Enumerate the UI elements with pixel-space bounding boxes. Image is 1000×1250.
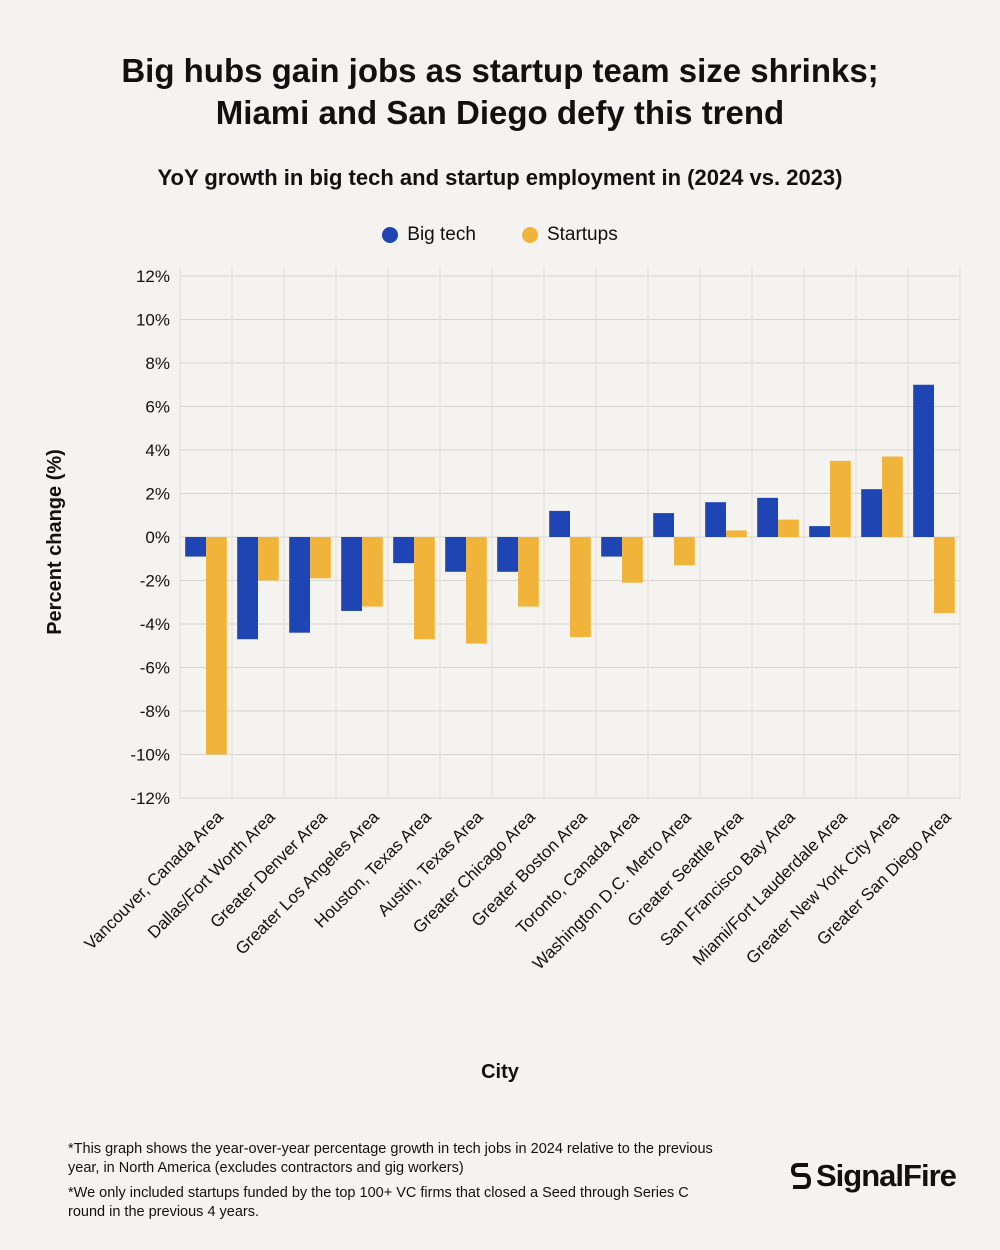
- bar-startups: [778, 519, 799, 537]
- bar-big-tech: [445, 537, 466, 572]
- y-tick-label: -10%: [130, 746, 170, 765]
- chart-title-line-2: Miami and San Diego defy this trend: [215, 94, 785, 131]
- y-tick-label: 4%: [145, 441, 170, 460]
- y-tick-label: 8%: [145, 354, 170, 373]
- bar-startups: [414, 537, 435, 640]
- y-tick-label: -12%: [130, 789, 170, 808]
- chart-title-line-1: Big hubs gain jobs as startup team size …: [121, 52, 879, 89]
- bar-big-tech: [237, 537, 258, 640]
- bar-big-tech: [705, 502, 726, 537]
- bar-big-tech: [809, 526, 830, 537]
- y-tick-label: 0%: [145, 528, 170, 547]
- bar-big-tech: [601, 537, 622, 557]
- bar-startups: [258, 537, 279, 581]
- bar-big-tech: [861, 489, 882, 537]
- bar-startups: [362, 537, 383, 607]
- bar-big-tech: [497, 537, 518, 572]
- bar-startups: [934, 537, 955, 614]
- y-axis-label: Percent change (%): [44, 449, 66, 635]
- signalfire-logo: SignalFire: [790, 1158, 957, 1194]
- bar-startups: [726, 530, 747, 537]
- legend-item-big-tech: Big tech: [382, 224, 476, 246]
- chart-title: Big hubs gain jobs as startup team size …: [0, 50, 1000, 134]
- bar-big-tech: [289, 537, 310, 633]
- y-tick-labels: 12% 10% 8% 6% 4% 2% 0% -2% -4% -6% -8% -10% -12%: [130, 267, 170, 808]
- footnote-1: *This graph shows the year-over-year per…: [68, 1141, 713, 1176]
- y-tick-label: 10%: [136, 311, 170, 330]
- bar-big-tech: [549, 510, 570, 537]
- bar-startups: [206, 537, 227, 755]
- bar-startups: [570, 537, 591, 638]
- y-tick-label: -8%: [140, 702, 170, 721]
- bar-startups: [622, 537, 643, 583]
- bars: [185, 384, 955, 755]
- footnote-2: *We only included startups funded by the…: [68, 1185, 689, 1220]
- y-tick-label: 12%: [136, 267, 170, 286]
- y-tick-label: -4%: [140, 615, 170, 634]
- legend-label-big-tech: Big tech: [407, 224, 476, 245]
- bar-big-tech: [341, 537, 362, 611]
- legend-dot-big-tech: [382, 227, 399, 243]
- x-axis-label: City: [481, 1061, 520, 1083]
- bar-startups: [830, 460, 851, 537]
- bar-big-tech: [653, 513, 674, 537]
- bar-startups: [882, 456, 903, 537]
- bar-big-tech: [757, 497, 778, 537]
- bar-big-tech: [393, 537, 414, 564]
- legend-label-startups: Startups: [546, 224, 618, 245]
- signalfire-logo-icon: [790, 1163, 812, 1189]
- y-tick-label: 2%: [145, 485, 170, 504]
- brand-name: SignalFire: [816, 1158, 957, 1193]
- chart-subtitle: YoY growth in big tech and startup emplo…: [157, 165, 843, 190]
- legend-dot-startups: [521, 227, 538, 243]
- bar-chart: 12% 10% 8% 6% 4% 2% 0% -2% -4% -6% -8% -10% -12% Van…: [44, 267, 961, 1083]
- bar-startups: [674, 537, 695, 566]
- y-tick-label: -6%: [140, 659, 170, 678]
- bar-startups: [310, 537, 331, 579]
- bar-startups: [466, 537, 487, 644]
- bar-big-tech: [913, 384, 934, 537]
- legend: Big tech Startups: [0, 224, 1000, 246]
- y-tick-label: -2%: [140, 572, 170, 591]
- bar-startups: [518, 537, 539, 607]
- bar-big-tech: [185, 537, 206, 557]
- y-tick-label: 6%: [145, 398, 170, 417]
- legend-item-startups: Startups: [521, 224, 618, 246]
